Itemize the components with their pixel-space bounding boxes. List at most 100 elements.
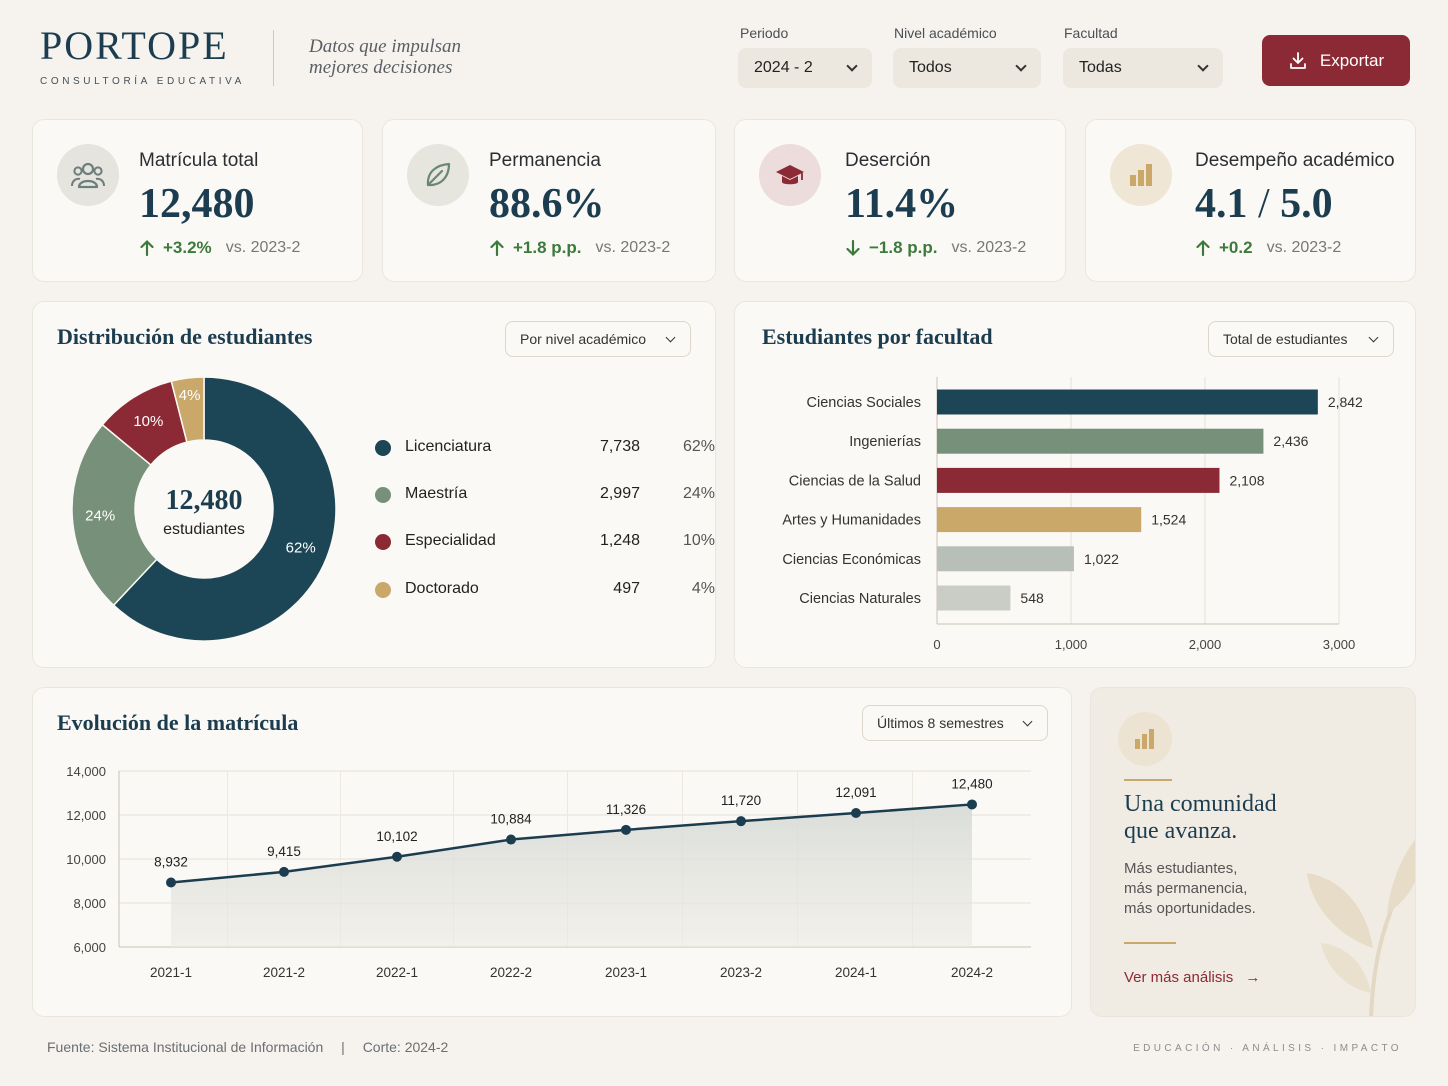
legend-label: Doctorado <box>405 580 479 597</box>
legend-percent: 10% <box>682 532 715 549</box>
data-value-label: 9,415 <box>267 844 301 859</box>
bar-category-label: Artes y Humanidades <box>782 513 921 529</box>
data-point <box>506 834 516 845</box>
bar-category-label: Ciencias Naturales <box>799 591 921 607</box>
faculty-dropdown[interactable]: Total de estudiantes <box>1208 321 1394 357</box>
kpi-value: 12,480 <box>139 181 255 227</box>
x-tick-label: 2024-2 <box>951 965 993 980</box>
donut-slice <box>170 376 205 444</box>
bar-value-label: 548 <box>1020 590 1044 606</box>
kpi-delta: −1.8 p.p. vs. 2023-2 <box>845 238 1026 258</box>
faculty-select[interactable]: Todas <box>1063 48 1223 88</box>
area-fill <box>171 804 972 947</box>
data-point <box>736 816 746 827</box>
footer-cutoff: Corte: 2024-2 <box>362 1039 449 1055</box>
bar <box>937 585 1011 611</box>
bar-value-label: 1,022 <box>1084 551 1119 567</box>
evolution-dropdown-value: Últimos 8 semestres <box>877 715 1004 731</box>
kpi-value-separator: / <box>1258 181 1270 227</box>
x-tick-label: 2023-1 <box>605 965 647 980</box>
kpi-value: 88.6% <box>489 181 605 227</box>
period-select[interactable]: 2024 - 2 <box>738 48 872 88</box>
bar <box>937 507 1142 533</box>
kpi-delta-value: +1.8 p.p. <box>513 238 582 257</box>
tagline-line-1: Datos que impulsan <box>309 36 461 57</box>
bar-value-label: 2,842 <box>1328 394 1363 410</box>
footer-source-text: Fuente: Sistema Institucional de Informa… <box>47 1039 324 1055</box>
donut-percent-label: 24% <box>85 507 115 524</box>
donut-percent-label: 10% <box>133 413 163 430</box>
donut-percent-label: 62% <box>286 539 316 556</box>
insight-text: Más estudiantes, más permanencia, más op… <box>1124 859 1256 919</box>
kpi-compare: vs. 2023-2 <box>595 239 671 256</box>
evolution-card: Evolución de la matrícula Últimos 8 seme… <box>32 687 1072 1017</box>
legend-count: 2,997 <box>599 485 640 502</box>
data-point <box>851 807 861 818</box>
enrollment-line-chart: 6,000 8,000 10,000 12,000 14,000 8,932 2021-1 9… <box>66 764 1031 980</box>
legend-item: Doctorado 497 4% <box>375 578 715 602</box>
chevron-down-icon <box>1015 60 1027 72</box>
distribution-dropdown[interactable]: Por nivel académico <box>505 321 691 357</box>
bar-value-label: 1,524 <box>1151 512 1186 528</box>
chevron-down-icon <box>1197 60 1209 72</box>
export-button[interactable]: Exportar <box>1262 35 1410 86</box>
kpi-card-enrollment: Matrícula total 12,480 +3.2% vs. 2023-2 <box>32 119 363 282</box>
evolution-title: Evolución de la matrícula <box>57 710 299 735</box>
legend-item: Licenciatura 7,738 62% <box>375 436 715 460</box>
insight-title-line-2: que avanza. <box>1124 818 1238 844</box>
faculty-bar-chart: Ciencias Sociales 2,842 Ingenierías 2,436 Ci… <box>782 377 1363 652</box>
legend-count: 497 <box>613 580 640 597</box>
enrollment-line <box>170 803 973 884</box>
y-tick-label: 10,000 <box>66 852 106 867</box>
x-tick-label: 2022-2 <box>490 965 532 980</box>
level-filter-label: Nivel académico <box>894 25 997 41</box>
legend-percent: 4% <box>691 580 715 597</box>
x-tick-label: 2,000 <box>1189 637 1222 652</box>
level-select[interactable]: Todos <box>893 48 1041 88</box>
x-tick-label: 0 <box>933 637 940 652</box>
evolution-dropdown[interactable]: Últimos 8 semestres <box>862 705 1048 741</box>
faculty-card: Estudiantes por facultad Total de estudi… <box>734 301 1416 668</box>
distribution-card: Distribución de estudiantes Por nivel ac… <box>32 301 716 668</box>
download-icon <box>1289 51 1306 69</box>
legend-swatch <box>375 487 391 503</box>
data-value-label: 10,884 <box>490 812 532 827</box>
donut-slice <box>112 376 337 642</box>
brand-logo: PORTOPE CONSULTORÍA EDUCATIVA <box>40 26 245 88</box>
bar <box>937 428 1264 454</box>
kpi-delta-value: −1.8 p.p. <box>869 238 938 257</box>
chevron-down-icon <box>846 60 858 72</box>
bar-category-label: Ciencias Económicas <box>782 552 921 568</box>
data-point <box>392 851 402 862</box>
x-tick-label: 2023-2 <box>720 965 762 980</box>
kpi-value: 11.4% <box>845 181 959 227</box>
arrow-up-icon <box>140 239 154 257</box>
chevron-down-icon <box>665 332 676 342</box>
donut-center-label: estudiantes <box>163 521 245 538</box>
kpi-card-retention: Permanencia 88.6% +1.8 p.p. vs. 2023-2 <box>382 119 716 282</box>
data-value-label: 8,932 <box>154 854 188 869</box>
level-select-value: Todos <box>909 59 952 76</box>
bar-category-label: Ingenierías <box>849 434 921 450</box>
distribution-dropdown-value: Por nivel académico <box>520 331 647 347</box>
accent-divider <box>1124 779 1172 781</box>
data-point <box>166 877 176 888</box>
x-tick-label: 2024-1 <box>835 965 877 980</box>
kpi-card-performance: Desempeño académico 4.1 / 5.0 +0.2 vs. 2… <box>1085 119 1416 282</box>
bar <box>937 389 1318 415</box>
data-point <box>279 866 289 877</box>
legend-item: Maestría 2,997 24% <box>375 483 715 507</box>
kpi-compare: vs. 2023-2 <box>951 239 1027 256</box>
kpi-title: Desempeño académico <box>1195 150 1395 171</box>
kpi-compare: vs. 2023-2 <box>1266 239 1342 256</box>
more-analysis-link[interactable]: Ver más análisis → <box>1124 969 1260 986</box>
kpi-value-max: 5.0 <box>1280 181 1333 227</box>
data-point <box>621 824 631 835</box>
faculty-filter-label: Facultad <box>1064 25 1118 41</box>
x-tick-label: 2022-1 <box>376 965 418 980</box>
faculty-dropdown-value: Total de estudiantes <box>1223 331 1348 347</box>
insight-text-line-2: más permanencia, <box>1124 880 1248 897</box>
donut-chart: 62% 24% 10% 4% 12,480 estudiantes <box>71 376 337 642</box>
insight-text-line-1: Más estudiantes, <box>1124 860 1238 877</box>
data-value-label: 11,326 <box>606 802 646 817</box>
